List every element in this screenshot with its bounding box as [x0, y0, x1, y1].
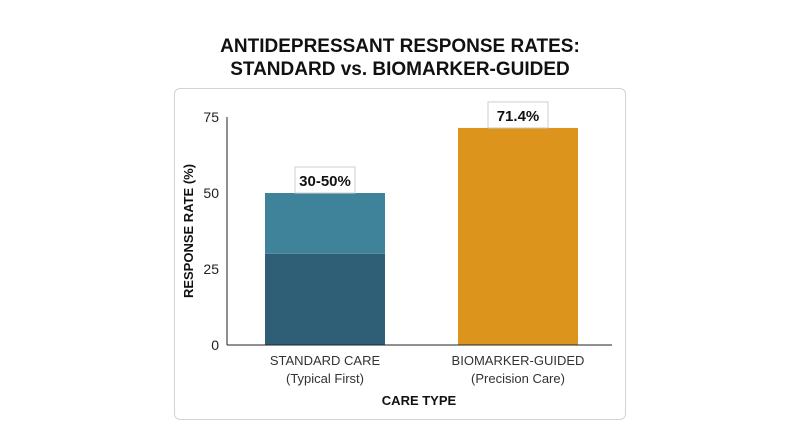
bar-standard-care-base: [265, 253, 385, 345]
x-axis-title: CARE TYPE: [382, 393, 457, 408]
y-tick-label: 50: [203, 185, 219, 201]
x-tick-sublabel: (Typical First): [286, 371, 364, 386]
data-label: 30-50%: [299, 173, 351, 190]
data-label-box: [487, 101, 549, 129]
chart-title-line1: ANTIDEPRESSANT RESPONSE RATES:: [220, 36, 580, 57]
bar-biomarker-guided: [458, 127, 578, 345]
x-tick-label: BIOMARKER-GUIDED: [452, 353, 585, 368]
data-label-box: [294, 166, 356, 194]
x-tick-label: STANDARD CARE: [270, 353, 381, 368]
y-tick-label: 0: [211, 337, 219, 353]
y-tick-label: 75: [203, 109, 219, 125]
data-label: 71.4%: [497, 108, 540, 125]
chart-title-line2: STANDARD vs. BIOMARKER-GUIDED: [230, 59, 570, 80]
y-tick-label: 25: [203, 261, 219, 277]
bar-standard-care-range: [265, 193, 385, 254]
x-tick-sublabel: (Precision Care): [471, 371, 565, 386]
y-axis-title: RESPONSE RATE (%): [181, 164, 196, 298]
